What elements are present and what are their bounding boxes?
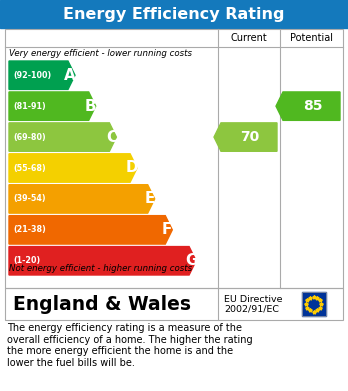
Text: (81-91): (81-91)	[13, 102, 46, 111]
Text: Current: Current	[231, 33, 267, 43]
Text: F: F	[162, 222, 173, 237]
Text: EU Directive: EU Directive	[224, 294, 283, 303]
Polygon shape	[9, 216, 172, 244]
Text: 70: 70	[240, 130, 260, 144]
Text: D: D	[126, 160, 139, 176]
Text: England & Wales: England & Wales	[13, 294, 191, 314]
Text: Potential: Potential	[290, 33, 333, 43]
Polygon shape	[214, 123, 277, 151]
Bar	[301, 292, 325, 316]
Text: (21-38): (21-38)	[13, 225, 46, 234]
Text: Very energy efficient - lower running costs: Very energy efficient - lower running co…	[9, 49, 192, 58]
Text: (1-20): (1-20)	[13, 256, 40, 265]
Text: (55-68): (55-68)	[13, 163, 46, 172]
Polygon shape	[9, 123, 116, 151]
Text: B: B	[85, 99, 96, 114]
Polygon shape	[9, 92, 96, 120]
Text: A: A	[64, 68, 76, 83]
Polygon shape	[9, 185, 155, 213]
Text: G: G	[185, 253, 197, 268]
Bar	[0, 0, 348, 28]
Text: The energy efficiency rating is a measure of the
overall efficiency of a home. T: The energy efficiency rating is a measur…	[7, 323, 253, 368]
Text: C: C	[106, 129, 117, 145]
Text: 2002/91/EC: 2002/91/EC	[224, 305, 279, 314]
Text: Energy Efficiency Rating: Energy Efficiency Rating	[63, 7, 285, 22]
Polygon shape	[9, 154, 137, 182]
Polygon shape	[9, 247, 196, 275]
Polygon shape	[9, 61, 75, 90]
Text: Not energy efficient - higher running costs: Not energy efficient - higher running co…	[9, 264, 192, 273]
Text: (69-80): (69-80)	[13, 133, 46, 142]
Polygon shape	[276, 92, 340, 120]
Text: 85: 85	[303, 99, 322, 113]
Text: E: E	[144, 192, 155, 206]
Text: (92-100): (92-100)	[13, 71, 51, 80]
Bar	[301, 292, 325, 316]
Bar	[5, 288, 343, 320]
Text: (39-54): (39-54)	[13, 194, 46, 203]
